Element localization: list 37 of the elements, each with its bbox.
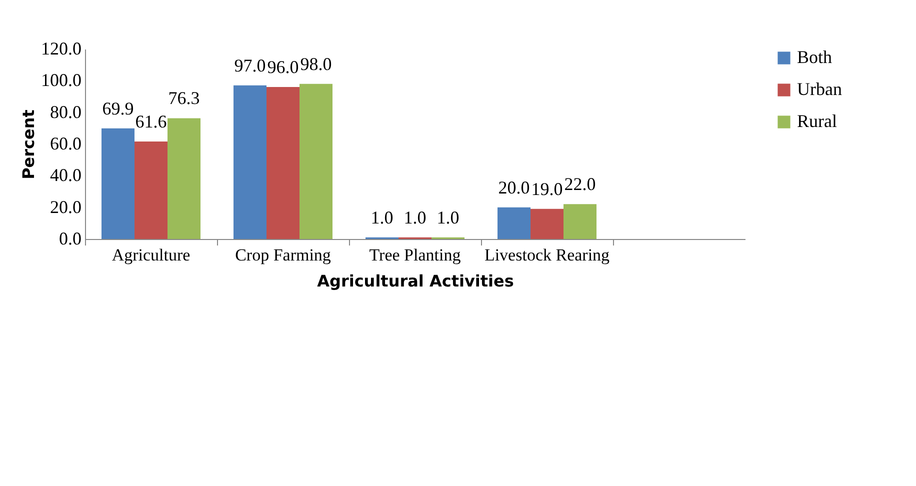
data-label: 20.0: [498, 177, 530, 198]
data-label: 76.3: [168, 88, 200, 108]
data-label: 1.0: [404, 207, 426, 228]
data-label: 96.0: [267, 57, 299, 77]
y-tick-label: 120.0: [41, 38, 82, 58]
y-axis-title: Percent: [19, 109, 38, 180]
data-label: 1.0: [370, 207, 394, 228]
y-tick-label: 20.0: [50, 196, 82, 217]
bar: [234, 85, 266, 239]
bar: [168, 118, 200, 239]
data-label: 69.9: [102, 98, 134, 118]
data-label: 22.0: [564, 174, 596, 194]
x-tick-label: Livestock Rearing: [484, 246, 610, 264]
legend-label: Urban: [797, 79, 842, 99]
bar: [564, 204, 596, 239]
y-tick-label: 40.0: [50, 165, 82, 186]
data-label: 97.0: [234, 55, 266, 76]
bar: [530, 208, 564, 239]
bar: [266, 87, 300, 239]
legend-label: Both: [797, 47, 832, 67]
x-tick-label: Tree Planting: [369, 246, 462, 264]
data-label: 1.0: [436, 207, 460, 228]
data-label: 98.0: [300, 54, 332, 74]
bar: [498, 207, 530, 239]
data-label: 61.6: [135, 111, 167, 132]
bar: [300, 84, 332, 239]
y-tick-label: 100.0: [41, 70, 82, 90]
y-tick-label: 60.0: [50, 134, 82, 154]
bar: [134, 141, 168, 239]
bar: [102, 128, 134, 239]
x-tick-label: Agriculture: [112, 246, 190, 264]
x-tick-label: Crop Farming: [235, 246, 332, 264]
y-tick-label: 0.0: [59, 228, 82, 248]
data-label: 19.0: [531, 178, 563, 199]
x-axis-title: Agricultural Activities: [317, 272, 514, 290]
y-tick-label: 80.0: [50, 102, 82, 122]
legend-label: Rural: [797, 111, 837, 131]
